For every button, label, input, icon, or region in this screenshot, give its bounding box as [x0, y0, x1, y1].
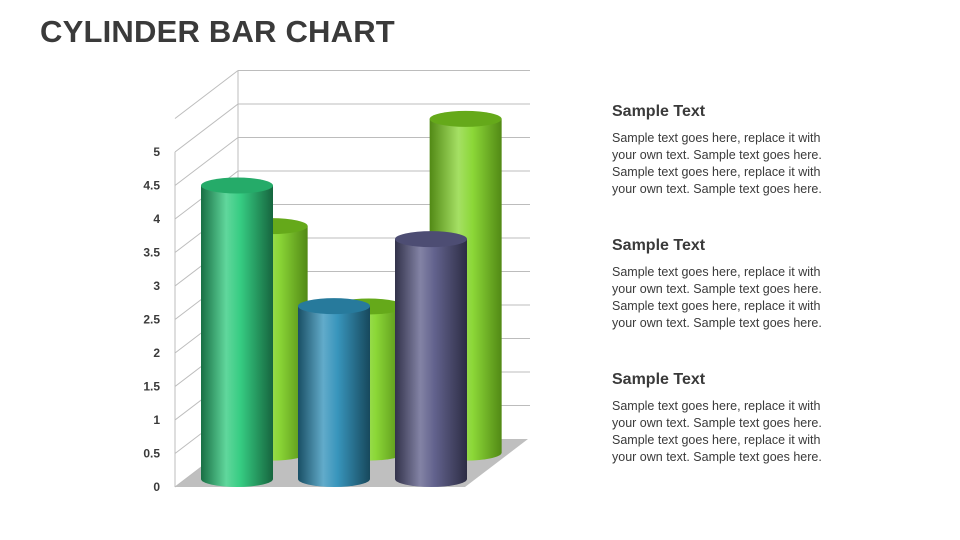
- panel-body: Sample text goes here, replace it with y…: [612, 130, 842, 198]
- y-tick-label: 4: [153, 212, 160, 226]
- y-tick-label: 3: [153, 279, 160, 293]
- gridline: [174, 103, 530, 153]
- bar-front-1: [201, 177, 273, 487]
- panel-body: Sample text goes here, replace it with y…: [612, 264, 842, 332]
- y-tick-label: 2.5: [143, 313, 160, 327]
- panel-line: Sample text goes here, replace it with: [612, 131, 821, 145]
- y-tick-label: 0: [153, 480, 160, 494]
- panel-line: Sample text goes here, replace it with: [612, 299, 821, 313]
- panel-line: Sample text goes here, replace it with: [612, 265, 821, 279]
- gridline: [174, 70, 239, 119]
- text-panel-1: Sample Text Sample text goes here, repla…: [612, 103, 912, 198]
- bar-front-2: [298, 298, 370, 487]
- panel-heading: Sample Text: [612, 371, 706, 388]
- panel-heading: Sample Text: [612, 103, 706, 120]
- y-tick-label: 1: [153, 413, 160, 427]
- y-tick-label: 2: [153, 346, 160, 360]
- panel-body: Sample text goes here, replace it with y…: [612, 398, 842, 466]
- panel-line: your own text. Sample text goes here.: [612, 148, 822, 162]
- panel-heading: Sample Text: [612, 237, 706, 254]
- y-tick-label: 3.5: [143, 246, 160, 260]
- panel-line: your own text. Sample text goes here.: [612, 282, 822, 296]
- text-panel-2: Sample Text Sample text goes here, repla…: [612, 237, 912, 332]
- y-tick-label: 1.5: [143, 380, 160, 394]
- bar-front-3: [395, 231, 467, 487]
- y-tick-label: 5: [153, 145, 160, 159]
- panel-line: your own text. Sample text goes here.: [612, 182, 822, 196]
- y-tick-label: 4.5: [143, 179, 160, 193]
- page-title: CYLINDER BAR CHART: [40, 14, 395, 49]
- panel-line: Sample text goes here, replace it with: [612, 399, 821, 413]
- panel-line: your own text. Sample text goes here.: [612, 416, 822, 430]
- y-tick-label: 0.5: [143, 447, 160, 461]
- text-panel-3: Sample Text Sample text goes here, repla…: [612, 371, 912, 466]
- panel-line: your own text. Sample text goes here.: [612, 316, 822, 330]
- panel-line: Sample text goes here, replace it with: [612, 433, 821, 447]
- panel-line: Sample text goes here, replace it with: [612, 165, 821, 179]
- panel-line: your own text. Sample text goes here.: [612, 450, 822, 464]
